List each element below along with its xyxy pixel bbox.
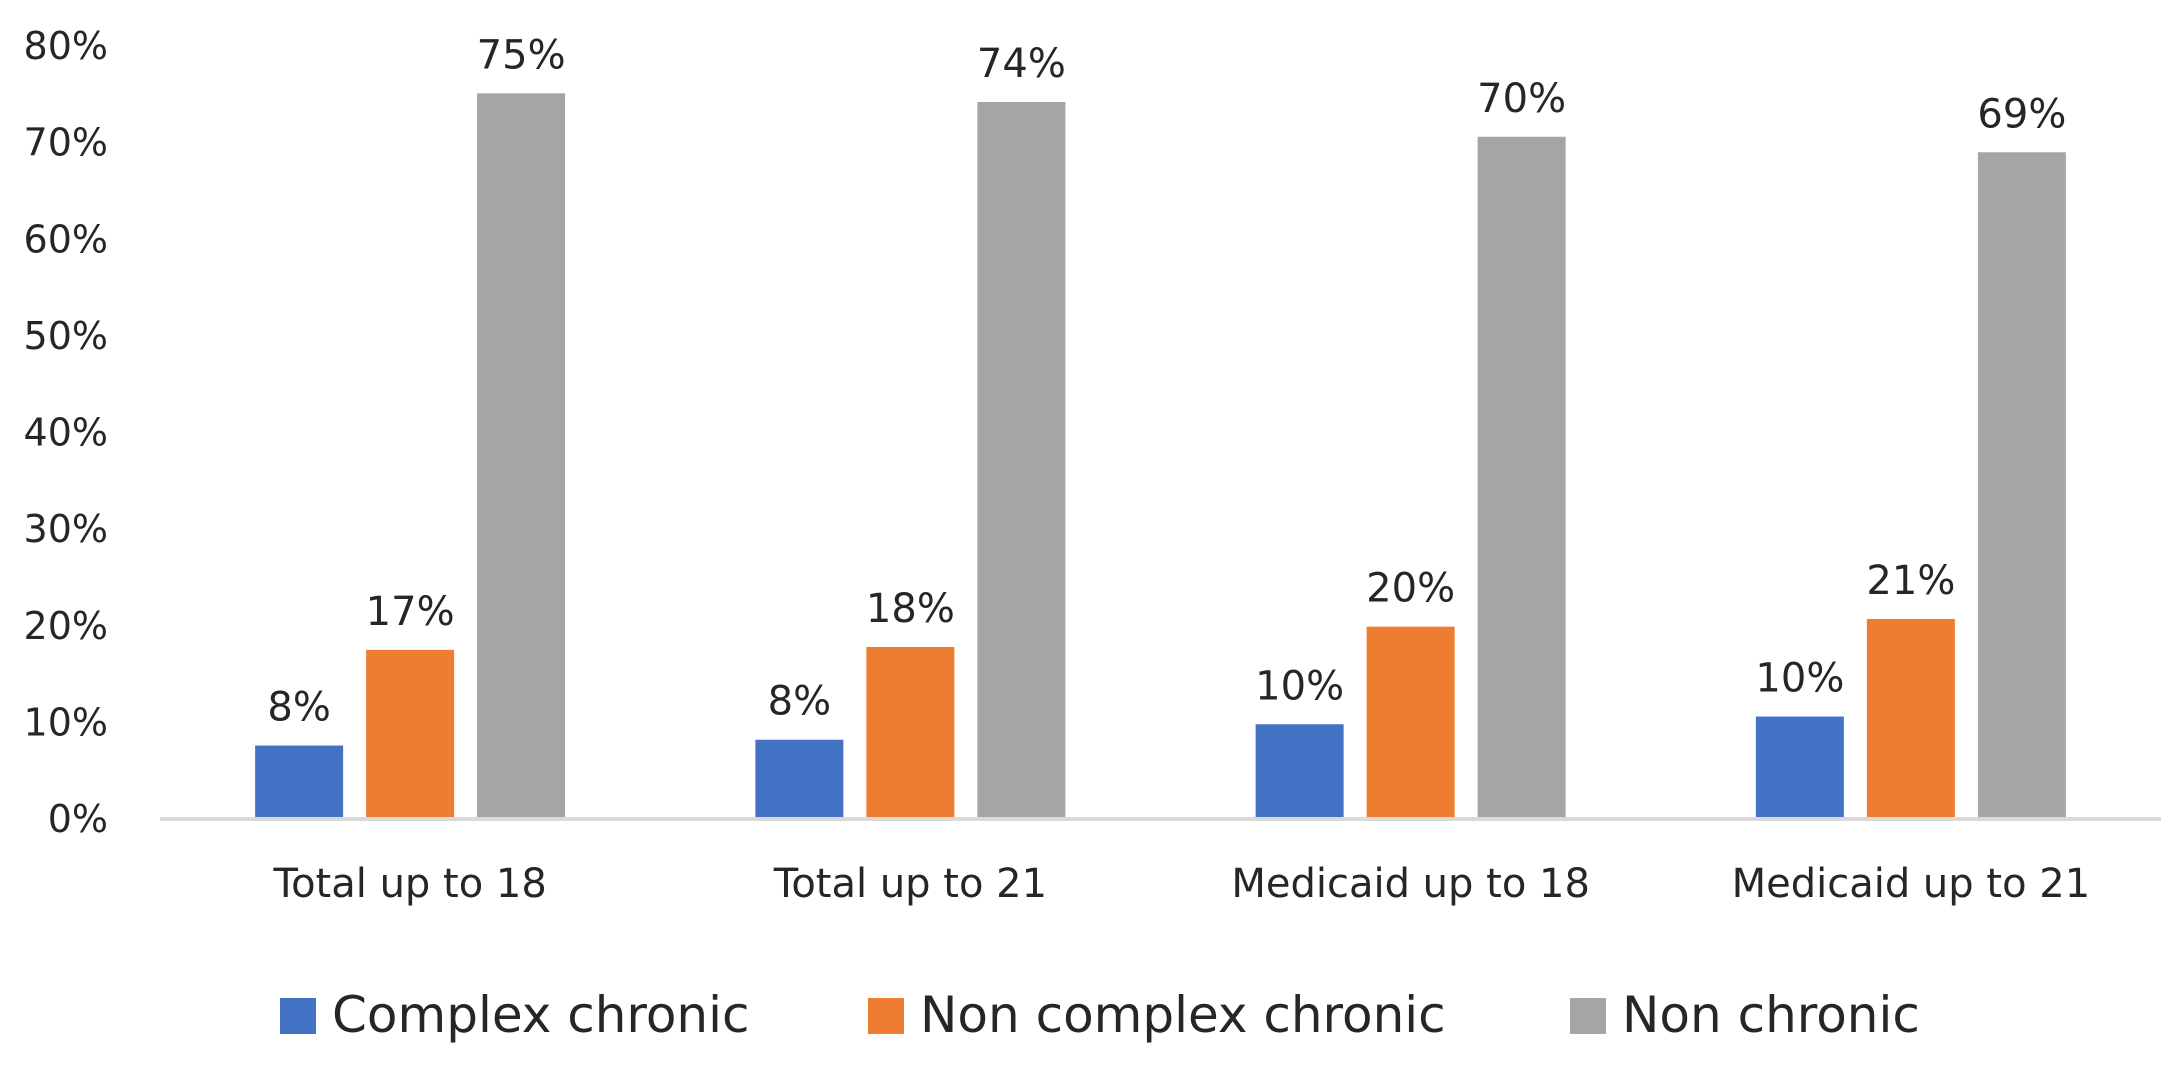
bar: [1866, 618, 1955, 818]
legend: Complex chronic Non complex chronic Non ch…: [280, 986, 1920, 1044]
legend-label: Non chronic: [1622, 986, 1920, 1044]
bar: [255, 745, 344, 818]
x-tick-label: Medicaid up to 18: [1231, 861, 1590, 907]
legend-swatch: [1570, 998, 1606, 1034]
y-tick-label: 50%: [24, 314, 108, 358]
bar: [1977, 152, 2066, 818]
y-tick-label: 20%: [24, 604, 108, 648]
bar: [1255, 724, 1344, 818]
bars: [255, 93, 2066, 819]
data-label: 21%: [1866, 558, 1955, 604]
data-labels: 8% 17% 75% 8% 18% 74% 10% 20% 70% 10% 21% 69%: [267, 32, 2066, 730]
y-tick-label: 10%: [24, 700, 108, 744]
bar: [977, 102, 1066, 819]
x-tick-label: Medicaid up to 21: [1732, 861, 2091, 907]
y-tick-label: 80%: [24, 24, 108, 68]
data-label: 18%: [866, 586, 955, 632]
data-label: 8%: [768, 679, 831, 725]
y-axis: 0% 10% 20% 30% 40% 50% 60% 70% 80%: [24, 24, 108, 841]
y-tick-label: 30%: [24, 507, 108, 551]
legend-label: Complex chronic: [332, 986, 750, 1044]
y-tick-label: 40%: [24, 411, 108, 455]
bar: [366, 649, 455, 818]
x-tick-label: Total up to 21: [773, 861, 1047, 907]
data-label: 8%: [267, 685, 330, 731]
data-label: 10%: [1755, 656, 1844, 702]
x-axis: Total up to 18 Total up to 21 Medicaid up …: [160, 817, 2161, 907]
bar: [866, 646, 955, 818]
y-tick-label: 0%: [48, 797, 108, 841]
data-label: 74%: [977, 41, 1066, 87]
x-tick-label: Total up to 18: [272, 861, 546, 907]
bar: [755, 739, 844, 818]
data-label: 69%: [1977, 91, 2066, 137]
data-label: 70%: [1477, 76, 1566, 122]
data-label: 20%: [1366, 566, 1455, 612]
bar: [1755, 716, 1844, 818]
y-tick-label: 70%: [24, 121, 108, 165]
legend-swatch: [280, 998, 316, 1034]
legend-swatch: [868, 998, 904, 1034]
bar: [477, 93, 566, 818]
legend-label: Non complex chronic: [920, 986, 1446, 1044]
bar: [1477, 136, 1566, 818]
y-tick-label: 60%: [24, 217, 108, 261]
data-label: 17%: [366, 589, 455, 635]
data-label: 10%: [1255, 663, 1344, 709]
data-label: 75%: [477, 32, 566, 78]
bar: [1366, 626, 1455, 818]
